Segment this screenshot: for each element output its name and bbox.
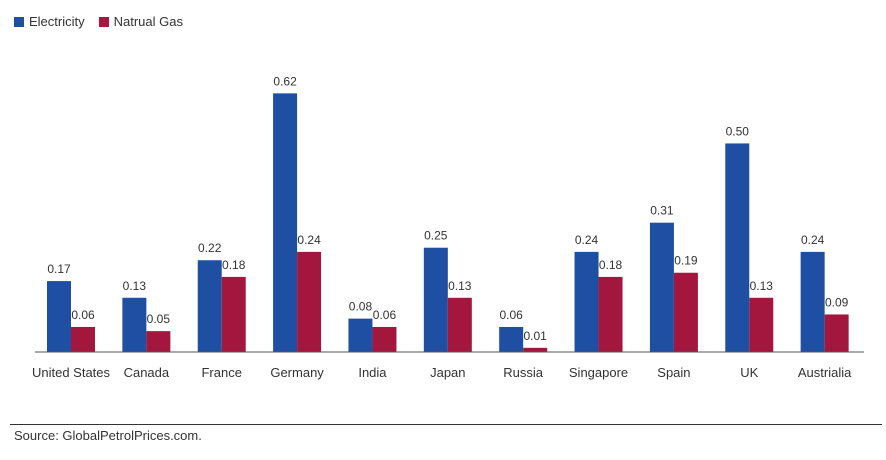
x-tick-label: Canada (124, 365, 170, 380)
data-label-electricity: 0.31 (650, 204, 674, 218)
data-label-natrual-gas: 0.06 (373, 308, 397, 322)
legend-label-gas: Natrual Gas (113, 14, 183, 29)
legend-swatch-electricity (14, 16, 24, 27)
bar-electricity (423, 247, 448, 352)
data-label-natrual-gas: 0.13 (750, 279, 774, 293)
data-label-electricity: 0.24 (575, 233, 599, 247)
bar-electricity (47, 281, 71, 352)
bar-natrual-gas (824, 314, 849, 352)
bar-natrual-gas (71, 326, 95, 352)
data-label-electricity: 0.50 (726, 124, 750, 138)
data-label-electricity: 0.25 (424, 229, 448, 243)
data-label-natrual-gas: 0.06 (71, 308, 95, 322)
bar-electricity (800, 251, 825, 352)
bar-natrual-gas (297, 251, 322, 352)
bar-natrual-gas (146, 331, 171, 352)
bar-electricity (499, 326, 524, 352)
bar-natrual-gas (447, 297, 472, 352)
source-divider (10, 424, 882, 425)
data-label-electricity: 0.06 (500, 308, 524, 322)
data-label-electricity: 0.24 (801, 233, 825, 247)
x-tick-label: Spain (657, 365, 690, 380)
x-tick-label: Russia (503, 365, 544, 380)
bar-natrual-gas (673, 272, 698, 352)
bar-electricity (122, 297, 147, 352)
bar-natrual-gas (523, 347, 548, 352)
x-tick-label: Japan (430, 365, 465, 380)
legend: Electricity Natrual Gas (14, 14, 183, 29)
legend-item-electricity: Electricity (14, 14, 85, 29)
data-label-electricity: 0.13 (123, 279, 147, 293)
x-tick-label: France (201, 365, 241, 380)
legend-item-gas: Natrual Gas (98, 14, 183, 29)
data-label-electricity: 0.17 (47, 262, 71, 276)
data-label-electricity: 0.08 (349, 300, 373, 314)
bar-natrual-gas (749, 297, 774, 352)
x-tick-label: United States (32, 365, 111, 380)
legend-swatch-gas (98, 16, 109, 27)
data-label-natrual-gas: 0.09 (825, 295, 849, 309)
data-label-electricity: 0.22 (198, 241, 222, 255)
x-tick-label: Singapore (569, 365, 628, 380)
data-label-natrual-gas: 0.19 (674, 254, 698, 268)
legend-label-electricity: Electricity (29, 14, 85, 29)
data-label-natrual-gas: 0.24 (297, 233, 321, 247)
x-tick-label: UK (740, 365, 758, 380)
data-label-natrual-gas: 0.13 (448, 279, 472, 293)
bar-electricity (725, 143, 750, 352)
x-tick-label: Germany (270, 365, 324, 380)
data-label-electricity: 0.62 (273, 74, 297, 88)
bar-electricity (649, 222, 674, 352)
source-note: Source: GlobalPetrolPrices.com. (14, 428, 202, 443)
data-label-natrual-gas: 0.18 (222, 258, 246, 272)
data-label-natrual-gas: 0.05 (147, 312, 171, 326)
data-label-natrual-gas: 0.01 (524, 329, 548, 343)
data-label-natrual-gas: 0.18 (599, 258, 623, 272)
bar-electricity (348, 318, 373, 352)
bar-electricity (273, 93, 298, 352)
bar-electricity (197, 260, 222, 352)
bar-natrual-gas (221, 276, 246, 352)
bar-natrual-gas (598, 276, 623, 352)
bar-electricity (574, 251, 599, 352)
bar-natrual-gas (372, 326, 397, 352)
x-tick-label: India (358, 365, 387, 380)
x-tick-label: Austrialia (798, 365, 852, 380)
